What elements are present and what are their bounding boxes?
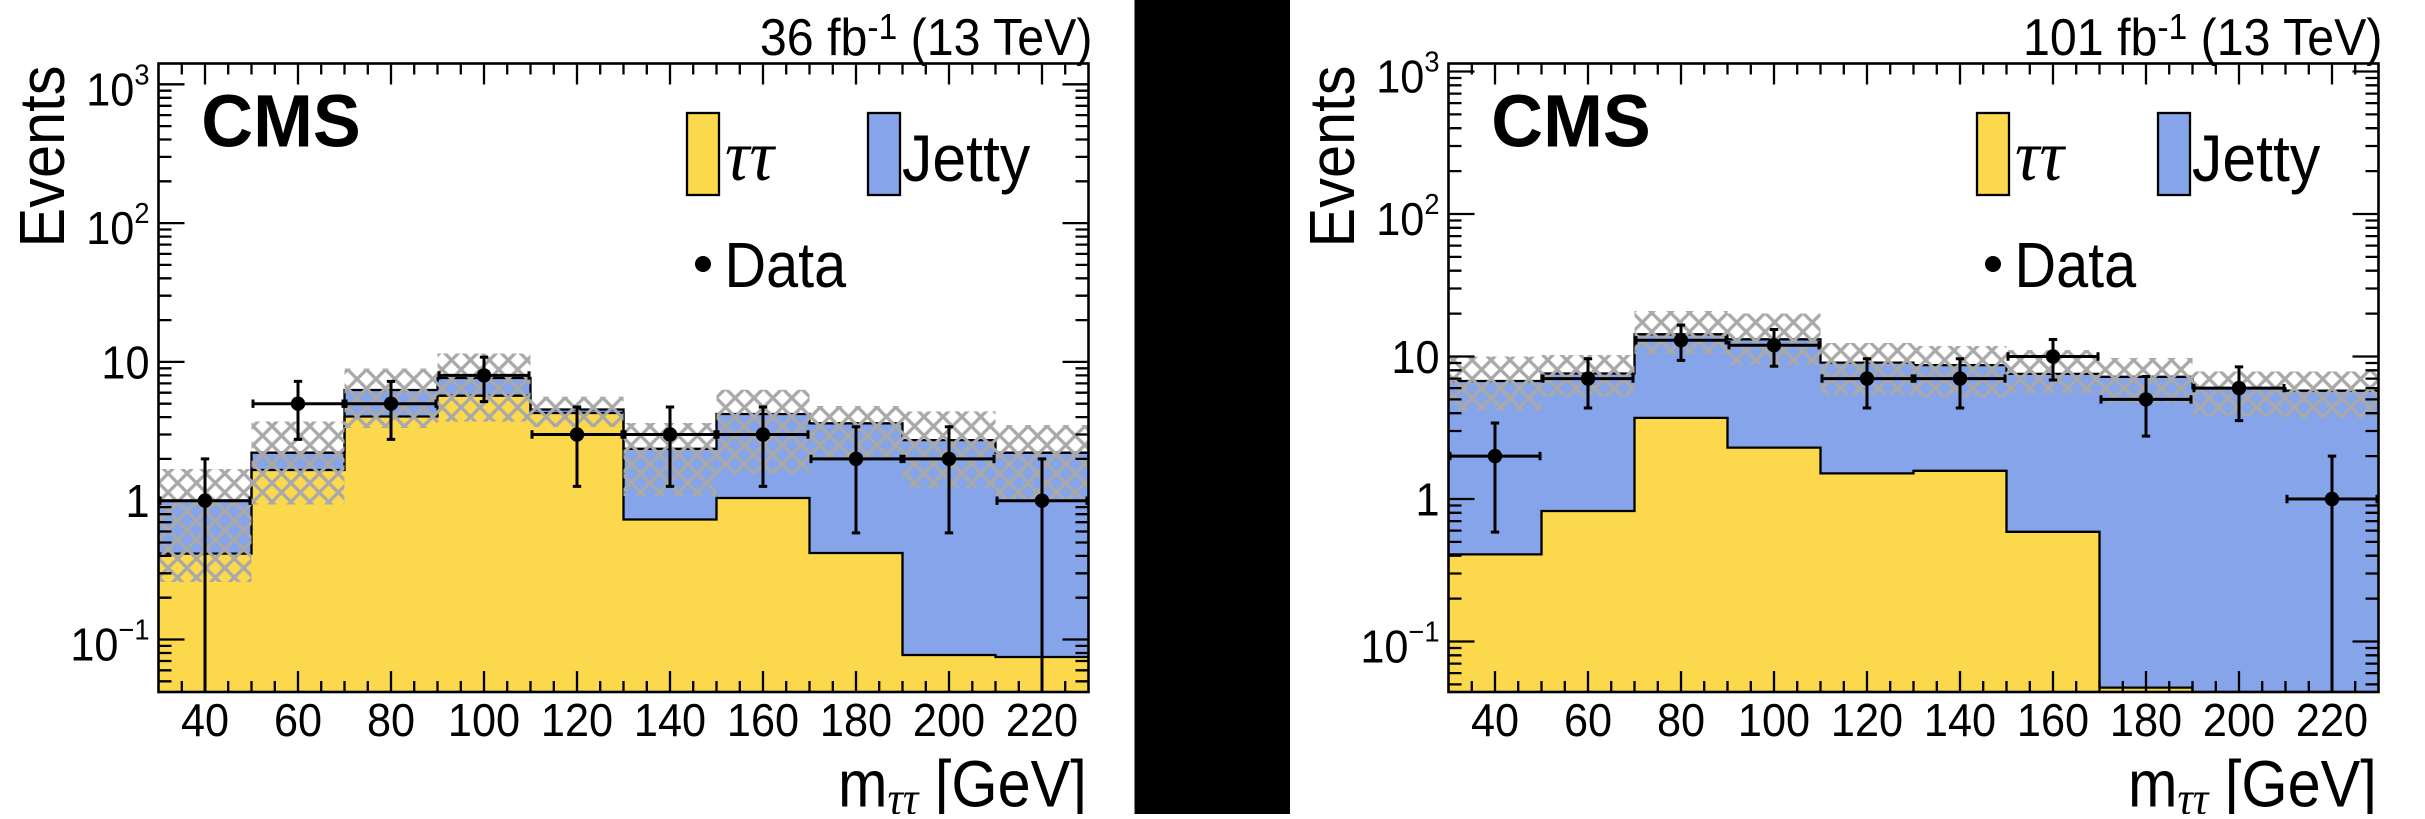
svg-text:40: 40: [1471, 696, 1519, 746]
svg-text:ττ: ττ: [2015, 116, 2067, 196]
svg-text:180: 180: [2110, 696, 2182, 746]
svg-text:Data: Data: [725, 229, 847, 300]
svg-text:60: 60: [1564, 696, 1612, 746]
svg-text:Jetty: Jetty: [902, 123, 1030, 196]
svg-text:CMS: CMS: [1491, 80, 1650, 162]
svg-text:1: 1: [125, 477, 149, 527]
svg-text:CMS: CMS: [201, 80, 360, 162]
svg-text:36 fb-1 (13 TeV): 36 fb-1 (13 TeV): [760, 8, 1093, 66]
svg-text:Jetty: Jetty: [2192, 123, 2320, 196]
svg-text:80: 80: [1657, 696, 1705, 746]
svg-text:200: 200: [913, 696, 985, 746]
svg-text:120: 120: [541, 696, 613, 746]
svg-text:220: 220: [2296, 696, 2368, 746]
svg-text:100: 100: [1738, 696, 1810, 746]
svg-text:120: 120: [1831, 696, 1903, 746]
svg-text:103: 103: [1376, 46, 1439, 103]
svg-text:10: 10: [101, 338, 149, 388]
svg-text:160: 160: [2017, 696, 2089, 746]
svg-text:140: 140: [634, 696, 706, 746]
svg-text:10: 10: [1391, 333, 1439, 383]
svg-text:220: 220: [1006, 696, 1078, 746]
svg-text:200: 200: [2203, 696, 2275, 746]
svg-text:mττ [GeV]: mττ [GeV]: [838, 748, 1087, 814]
svg-text:mττ [GeV]: mττ [GeV]: [2128, 748, 2377, 814]
svg-text:1: 1: [1415, 475, 1439, 525]
svg-text:180: 180: [820, 696, 892, 746]
svg-text:Events: Events: [7, 66, 78, 248]
svg-text:Data: Data: [2015, 229, 2137, 300]
svg-text:140: 140: [1924, 696, 1996, 746]
svg-text:101 fb-1 (13 TeV): 101 fb-1 (13 TeV): [2023, 8, 2383, 66]
svg-text:ττ: ττ: [725, 116, 777, 196]
svg-text:Events: Events: [1297, 66, 1368, 248]
svg-text:160: 160: [727, 696, 799, 746]
svg-text:80: 80: [367, 696, 415, 746]
svg-text:100: 100: [448, 696, 520, 746]
svg-text:40: 40: [181, 696, 229, 746]
svg-text:60: 60: [274, 696, 322, 746]
